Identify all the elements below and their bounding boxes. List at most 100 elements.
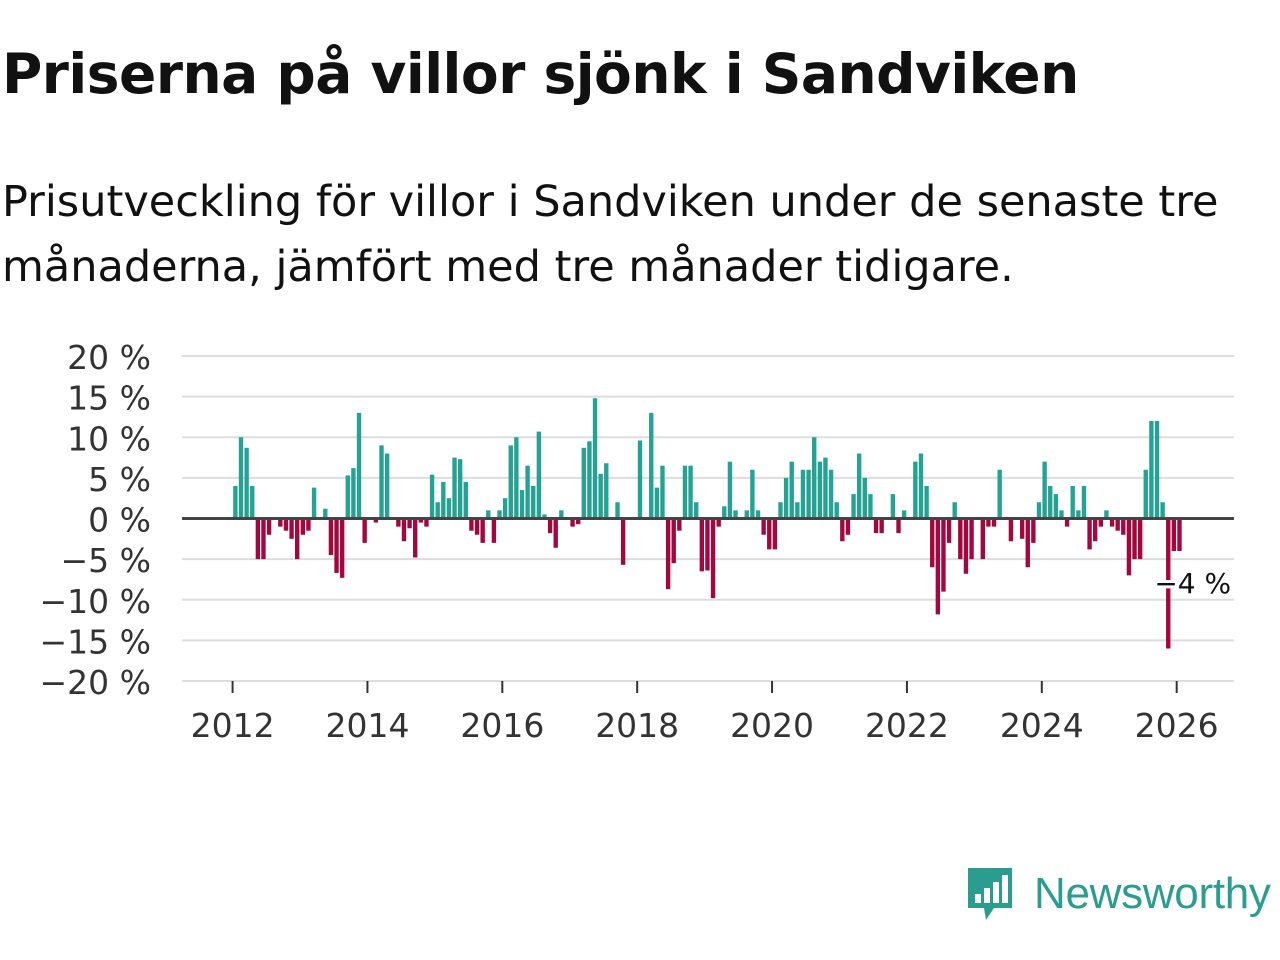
bar xyxy=(328,518,334,556)
y-tick-label: −15 % xyxy=(40,622,152,661)
x-tick-label: 2012 xyxy=(191,706,275,740)
bar xyxy=(446,498,452,519)
bar xyxy=(1098,518,1103,527)
bar xyxy=(1132,518,1137,560)
bar xyxy=(553,518,558,548)
bar xyxy=(958,518,963,560)
bar xyxy=(480,518,485,543)
bar xyxy=(935,518,941,615)
bar xyxy=(727,461,733,519)
bar xyxy=(1070,486,1075,519)
y-tick-label: −10 % xyxy=(40,582,152,621)
bar xyxy=(491,518,497,543)
bar xyxy=(1104,510,1109,519)
bar xyxy=(1081,486,1087,519)
bar xyxy=(755,510,761,519)
bar xyxy=(896,518,901,534)
x-tick-label: 2014 xyxy=(325,706,409,740)
bar xyxy=(1008,518,1014,542)
x-tick-label: 2020 xyxy=(730,706,814,740)
bar xyxy=(429,474,435,519)
bar xyxy=(918,453,924,519)
bar xyxy=(682,465,688,519)
bar xyxy=(283,518,289,531)
bar xyxy=(452,457,457,519)
bar xyxy=(806,469,811,519)
bar xyxy=(598,473,603,519)
bar xyxy=(862,477,867,519)
bar xyxy=(761,518,766,535)
y-axis: 20 %15 %10 %5 %0 %−5 %−10 %−15 %−20 % xyxy=(40,338,152,702)
bar xyxy=(856,453,862,519)
bar xyxy=(1160,502,1165,519)
bar xyxy=(424,518,429,527)
bar xyxy=(356,412,362,519)
bar xyxy=(772,518,778,550)
bar xyxy=(677,518,682,531)
bar xyxy=(744,510,749,519)
bar xyxy=(345,475,350,519)
bar xyxy=(783,477,789,519)
bar xyxy=(238,437,244,519)
bar xyxy=(497,510,502,519)
bar xyxy=(418,518,424,523)
bar xyxy=(289,518,294,539)
y-tick-label: 15 % xyxy=(67,379,151,418)
bar xyxy=(694,502,699,519)
bar xyxy=(1036,502,1042,519)
y-tick-label: 5 % xyxy=(88,460,151,499)
last-value-annotation: −4 % xyxy=(1151,564,1234,603)
bar xyxy=(699,518,705,572)
bar xyxy=(834,502,839,519)
bar xyxy=(604,463,609,519)
bar xyxy=(278,518,283,527)
bar xyxy=(311,487,317,519)
bar xyxy=(379,445,384,519)
bar xyxy=(373,518,379,523)
bar xyxy=(519,490,525,519)
bar xyxy=(750,469,755,519)
chart-subtitle: Prisutveckling för villor i Sandviken un… xyxy=(2,177,1219,292)
bar xyxy=(795,502,800,519)
bar xyxy=(542,514,547,519)
y-tick-label: −20 % xyxy=(40,663,152,702)
bar xyxy=(997,469,1002,519)
bar xyxy=(946,518,952,543)
bar xyxy=(688,465,693,519)
bar xyxy=(407,518,412,529)
bar xyxy=(823,457,828,519)
bar xyxy=(963,518,969,574)
x-tick-label: 2018 xyxy=(595,706,679,740)
bar xyxy=(514,437,519,519)
bar xyxy=(890,494,896,519)
bar xyxy=(637,440,643,519)
bar xyxy=(536,431,542,519)
bar xyxy=(396,518,401,527)
bar xyxy=(463,481,468,519)
bar xyxy=(840,518,845,542)
bar xyxy=(351,468,356,519)
bar xyxy=(615,502,620,519)
bar xyxy=(930,518,935,568)
bar xyxy=(941,518,946,592)
bar xyxy=(266,518,272,535)
y-tick-label: 20 % xyxy=(67,338,151,377)
x-axis: 2012 2014 2016 2018 2020 2022 2024 2026 xyxy=(191,681,1219,740)
bar xyxy=(767,518,772,550)
bar xyxy=(581,447,586,519)
bar xyxy=(1115,518,1120,531)
bar xyxy=(1042,461,1047,519)
bar xyxy=(255,518,261,560)
bar xyxy=(873,518,879,534)
bar xyxy=(722,506,727,519)
bar xyxy=(469,518,474,531)
bar xyxy=(384,453,390,519)
bar xyxy=(649,412,654,519)
bar xyxy=(502,498,508,519)
bar xyxy=(986,518,991,527)
bar xyxy=(441,481,446,519)
bar xyxy=(671,518,676,564)
bar xyxy=(1048,486,1053,519)
bar xyxy=(547,518,553,534)
chart-title: Priserna på villor sjönk i Sandviken xyxy=(2,42,1079,106)
